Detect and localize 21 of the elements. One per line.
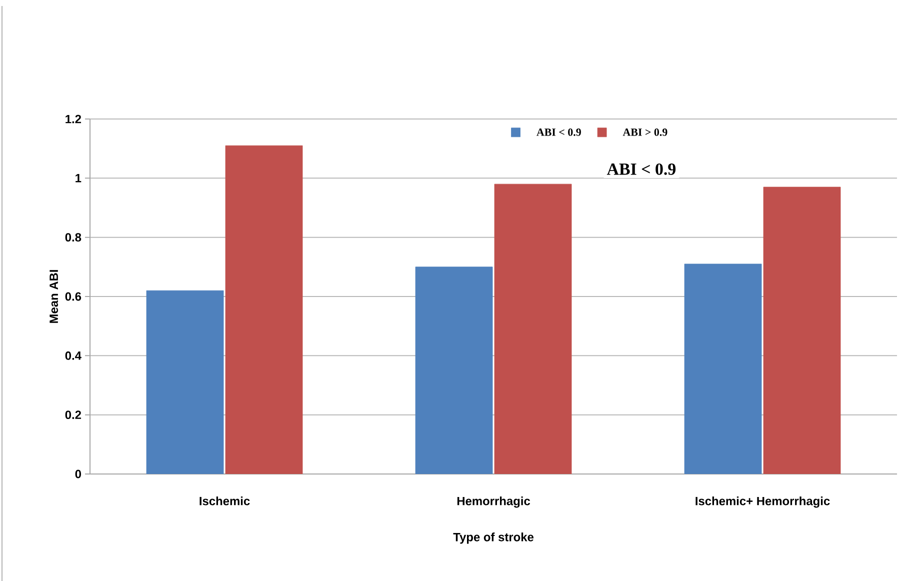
y-axis-title: Mean ABI — [50, 270, 58, 323]
bar — [494, 184, 572, 474]
bar — [684, 264, 762, 474]
y-tick-label: 0.6 — [65, 292, 82, 301]
y-tick-label: 0 — [75, 470, 81, 478]
x-axis-title: Type of stroke — [453, 532, 534, 544]
bar — [225, 145, 303, 474]
bar — [763, 186, 841, 474]
bar — [146, 290, 224, 474]
y-tick-label: 0.2 — [65, 410, 82, 420]
annotation: ABI < 0.9 — [606, 163, 676, 175]
x-tick-label: Ischemic — [200, 496, 250, 506]
bar — [415, 266, 493, 474]
x-tick-label: Ischemic+ Hemorrhagic — [696, 496, 830, 508]
x-tick-label: Hemorrhagic — [457, 496, 530, 508]
y-tick-label: 1 — [76, 174, 82, 182]
y-tick-label: 1.2 — [66, 114, 82, 124]
y-tick-label: 0.8 — [65, 233, 82, 242]
legend-label: ABI < 0.9 — [536, 128, 581, 136]
y-tick-label: 0.4 — [65, 351, 82, 360]
legend-label: ABI > 0.9 — [622, 128, 668, 136]
